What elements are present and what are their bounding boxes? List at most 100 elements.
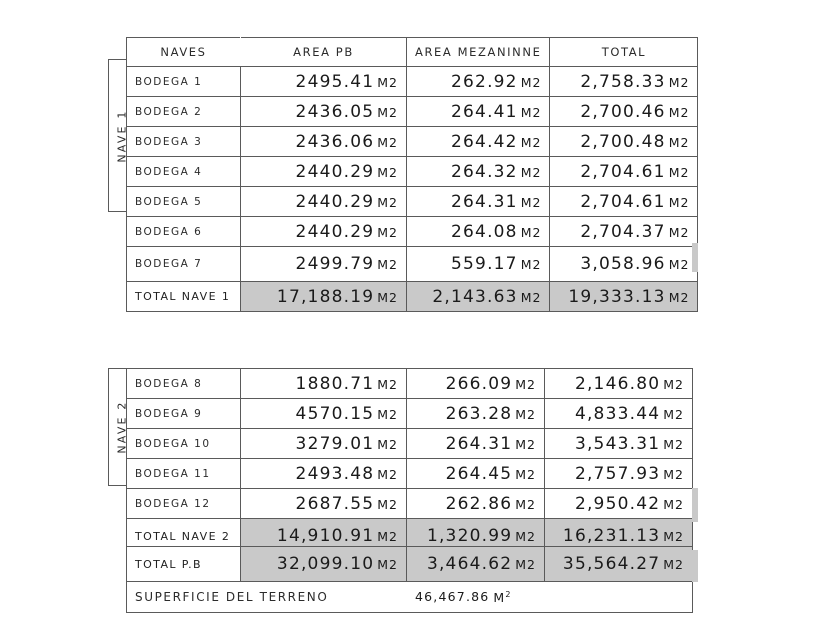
cell-total: 2,704.61: [580, 161, 666, 182]
nave-1-table-container: NAVES AREA PB AREA MEZANINNE TOTAL BODEG…: [126, 37, 699, 312]
column-header-naves: NAVES: [126, 37, 241, 67]
unit-label: M2: [663, 496, 684, 512]
unit-label: M2: [515, 529, 536, 544]
cell-total: 2,758.33: [580, 71, 666, 92]
table-row: BODEGA 6 2440.29 M2 264.08 M2 2,704.37 M2: [126, 216, 699, 247]
cell-area-pb: 2440.29: [295, 161, 375, 182]
unit-label: M2: [663, 406, 684, 422]
table-row: BODEGA 2 2436.05 M2 264.41 M2 2,700.46 M2: [126, 96, 699, 127]
nave-2-table-container: BODEGA 8 1880.71 M2 266.09 M2 2,146.80 M2 B…: [126, 368, 698, 554]
row-label: BODEGA 6: [126, 216, 241, 247]
unit-label: M2: [377, 224, 398, 240]
total-row-label: TOTAL NAVE 1: [126, 281, 241, 312]
unit-label: M2: [668, 257, 690, 272]
table-row: BODEGA 10 3279.01 M2 264.31 M2 3,543.31 M2: [126, 428, 693, 459]
cell-area-pb: 2436.06: [295, 131, 375, 152]
cell-area-mezzanine: 264.08: [451, 221, 518, 242]
cell-total: 4,833.44: [574, 403, 661, 424]
table-row: BODEGA 8 1880.71 M2 266.09 M2 2,146.80 M2: [126, 368, 693, 399]
cell-area-pb: 2687.55: [295, 493, 375, 514]
cell-total: 3,543.31: [574, 433, 661, 454]
unit-label: M2: [377, 194, 398, 210]
table-header-row: NAVES AREA PB AREA MEZANINNE TOTAL: [126, 37, 699, 67]
unit-label: M2: [377, 289, 398, 305]
cell-area-pb: 4570.15: [295, 403, 375, 424]
total-total: 16,231.13: [562, 526, 661, 546]
column-header-area-pb: AREA PB: [240, 37, 407, 67]
table-row: BODEGA 9 4570.15 M2 263.28 M2 4,833.44 M2: [126, 398, 693, 429]
superficie-terreno-value: 46,467.86 M2: [406, 581, 693, 613]
cell-area-pb: 2440.29: [295, 191, 375, 212]
cell-area-pb: 2440.29: [295, 221, 375, 242]
table-row: BODEGA 12 2687.55 M2 262.86 M2 2,950.42 M2: [126, 488, 693, 519]
row-label: BODEGA 4: [126, 156, 241, 187]
unit-label: M2: [520, 134, 542, 150]
unit-label: M2: [663, 376, 684, 392]
unit-label: M2: [668, 289, 690, 305]
cell-area-mezzanine: 262.92: [451, 71, 518, 92]
cell-total: 2,700.46: [580, 101, 666, 122]
unit-label: M2: [520, 104, 542, 120]
superficie-unit: M: [493, 589, 506, 605]
unit-label: M2: [377, 74, 398, 90]
total-row-nave-1: TOTAL NAVE 1 17,188.19 M2 2,143.63 M2 19,3…: [126, 281, 699, 312]
unit-label: M2: [663, 466, 684, 482]
unit-label: M2: [515, 406, 536, 422]
cell-area-mezzanine: 559.17: [451, 254, 518, 274]
superficie-terreno-row: SUPERFICIE DEL TERRENO 46,467.86 M2: [126, 581, 693, 613]
unit-label: M2: [377, 436, 398, 452]
superficie-exponent: 2: [505, 589, 512, 599]
total-pb-total: 35,564.27: [562, 554, 661, 574]
row-label: BODEGA 12: [126, 488, 241, 519]
cell-area-pb: 3279.01: [295, 433, 375, 454]
total-area-pb: 14,910.91: [276, 526, 375, 546]
unit-label: M2: [377, 376, 398, 392]
unit-label: M2: [520, 164, 542, 180]
total-pb-shadow: [692, 550, 698, 582]
table-row: BODEGA 11 2493.48 M2 264.45 M2 2,757.93 M2: [126, 458, 693, 489]
cell-total: 2,950.42: [574, 493, 661, 514]
unit-label: M2: [668, 134, 690, 150]
cell-total: 3,058.96: [580, 254, 666, 274]
cell-total: 2,146.80: [574, 373, 661, 394]
unit-label: M2: [663, 557, 684, 572]
unit-label: M2: [520, 224, 542, 240]
cell-total: 2,704.37: [580, 221, 666, 242]
row-label: BODEGA 5: [126, 186, 241, 217]
unit-label: M2: [668, 74, 690, 90]
unit-label: M2: [377, 496, 398, 512]
unit-label: M2: [377, 557, 398, 572]
cell-area-pb: 2495.41: [295, 71, 375, 92]
row-label: BODEGA 8: [126, 368, 241, 399]
row-label: BODEGA 2: [126, 96, 241, 127]
total-area-mezzanine: 1,320.99: [426, 526, 513, 546]
row-label: BODEGA 1: [126, 66, 241, 97]
cell-total: 2,704.61: [580, 191, 666, 212]
cell-area-mezzanine: 264.31: [445, 433, 513, 454]
table-row: BODEGA 5 2440.29 M2 264.31 M2 2,704.61 M2: [126, 186, 699, 217]
unit-label: M2: [668, 194, 690, 210]
unit-label: M2: [520, 257, 542, 272]
cell-area-mezzanine: 264.42: [451, 131, 518, 152]
cell-area-pb: 2493.48: [295, 463, 375, 484]
column-header-area-mezzanine: AREA MEZANINNE: [405, 37, 551, 67]
cell-area-mezzanine: 266.09: [445, 373, 513, 394]
unit-label: M2: [377, 406, 398, 422]
cell-area-mezzanine: 264.41: [451, 101, 518, 122]
cell-area-mezzanine: 264.45: [445, 463, 513, 484]
cell-area-mezzanine: 262.86: [445, 493, 513, 514]
total-total: 19,333.13: [568, 286, 666, 307]
row-label: BODEGA 3: [126, 126, 241, 157]
unit-label: M2: [515, 466, 536, 482]
unit-label: M2: [515, 436, 536, 452]
unit-label: M2: [663, 436, 684, 452]
table-row: BODEGA 1 2495.41 M2 262.92 M2 2,758.33 M2: [126, 66, 699, 97]
cell-area-pb: 1880.71: [295, 373, 375, 394]
unit-label: M2: [377, 164, 398, 180]
row-label: BODEGA 11: [126, 458, 241, 489]
unit-label: M2: [515, 496, 536, 512]
superficie-terreno-number: 46,467.86: [415, 589, 490, 605]
table-row: BODEGA 3 2436.06 M2 264.42 M2 2,700.48 M2: [126, 126, 699, 157]
unit-label: M2: [377, 134, 398, 150]
column-header-total: TOTAL: [549, 37, 699, 67]
